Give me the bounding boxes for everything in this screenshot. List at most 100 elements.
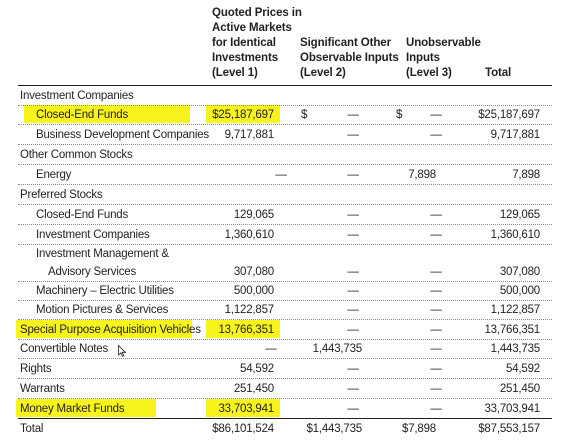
table-row: Investment Management & [18,244,552,263]
total-value: $25,187,697 [478,109,540,121]
table-row: Business Development Companies 9,717,881… [18,125,552,145]
row-label: Business Development Companies [36,129,209,141]
level1-value: 129,065 [233,209,274,221]
mouse-cursor-icon [118,345,126,357]
row-label: Special Purpose Acquisition Vehicles [20,324,201,336]
table-row: Other Common Stocks [18,145,552,165]
total-value: 33,703,941 [484,403,540,415]
highlight-spac-label [16,320,192,338]
header-total: Total [485,67,512,79]
highlight-mmf-label [16,399,156,417]
level1-dash: — [265,343,277,355]
header-level3: Unobservable Inputs (Level 3) [406,37,481,79]
row-label: Convertible Notes [20,343,109,355]
table-row: Preferred Stocks [18,185,552,205]
level1-value: 500,000 [233,285,274,297]
level2-dash: — [347,304,359,316]
level3-dash: — [430,229,442,241]
header-level1: Quoted Prices in Active Markets for Iden… [212,7,302,79]
table-row: Closed-End Funds $25,187,697 $ — $ — $25… [18,105,552,125]
row-label: Warrants [20,383,65,395]
level2-dash: — [347,363,359,375]
level2-dash: — [347,129,359,141]
highlight-closed-end-funds-label [24,105,190,123]
level2-dash: — [347,403,359,415]
total-value: 1,360,610 [490,229,541,241]
row-label: Other Common Stocks [20,149,133,161]
table-row: Investment Companies [18,85,552,106]
row-label: Closed-End Funds [36,209,129,221]
highlight-closed-end-funds-value [206,105,280,123]
level1-value: 307,080 [233,266,274,278]
total-value: 1,443,735 [490,343,541,355]
level3-dash: — [430,343,442,355]
row-label: Energy [36,169,72,181]
level3-value: $7,898 [402,423,436,435]
row-label: Machinery – Electric Utilities [36,285,174,297]
table-row: Motion Pictures & Services 1,122,857 — —… [18,300,552,320]
level2-dash: — [347,209,359,221]
level1-dash: — [275,169,287,181]
level3-dash: — [430,129,442,141]
highlight-spac-value [206,320,280,338]
table-row: Advisory Services 307,080 — — 307,080 [18,262,552,282]
row-divider [18,244,552,245]
level3-dash: — [430,383,442,395]
total-value: 251,450 [499,383,540,395]
row-label: Investment Management & [36,248,169,260]
total-value: 307,080 [499,266,540,278]
table-row: Rights 54,592 — — 54,592 [18,359,552,379]
level3-dash: — [430,285,442,297]
row-label: Preferred Stocks [20,189,103,201]
level2-dash: — [347,229,359,241]
level2-dash: — [347,169,359,181]
table-row: Special Purpose Acquisition Vehicles 13,… [18,320,552,340]
table-row-total: Total $86,101,524 $1,443,735 $7,898 $87,… [18,418,552,438]
highlight-mmf-value [206,399,280,417]
total-value: 1,122,857 [490,304,541,316]
level2-value: $1,443,735 [306,423,362,435]
level3-dash: — [430,266,442,278]
header-level2: Significant Other Observable Inputs (Lev… [300,37,399,79]
level3-dash: — [430,324,442,336]
total-value: 54,592 [506,363,540,375]
row-label: Advisory Services [48,266,136,278]
level2-dash: — [347,285,359,297]
level2-dash: — [347,266,359,278]
level3-value: 7,898 [408,169,436,181]
level1-value: 13,766,351 [218,324,274,336]
level2-dash: — [347,383,359,395]
level2-dash: — [347,109,359,121]
level3-dash: — [430,363,442,375]
level1-value: 9,717,881 [224,129,275,141]
level3-dash: — [430,304,442,316]
table-row: Investment Companies 1,360,610 — — 1,360… [18,225,552,244]
level3-currency: $ [396,109,403,121]
level3-dash: — [430,209,442,221]
table-row: Warrants 251,450 — — 251,450 [18,379,552,399]
total-value: 500,000 [499,285,540,297]
level3-dash: — [430,109,442,121]
level1-value: 1,122,857 [224,304,275,316]
table-row: Energy — — 7,898 7,898 [18,165,552,185]
table-row: Convertible Notes — 1,443,735 — 1,443,73… [18,339,552,359]
level2-value: 1,443,735 [312,343,363,355]
level1-value: 54,592 [240,363,274,375]
table-row: Closed-End Funds 129,065 — — 129,065 [18,205,552,225]
row-label: Rights [20,363,52,375]
total-value: 9,717,881 [490,129,541,141]
level1-value: $86,101,524 [212,423,274,435]
level1-value: $25,187,697 [212,109,274,121]
row-label: Total [20,423,44,435]
row-label: Money Market Funds [20,403,125,415]
level3-dash: — [430,403,442,415]
level2-dash: — [347,324,359,336]
level1-value: 33,703,941 [218,403,274,415]
total-value: 129,065 [499,209,540,221]
total-value: $87,553,157 [478,423,540,435]
table-row: Money Market Funds 33,703,941 — — 33,703… [18,399,552,419]
level2-currency: $ [301,109,308,121]
level1-value: 251,450 [233,383,274,395]
row-label: Investment Companies [36,229,150,241]
total-value: 7,898 [512,169,540,181]
